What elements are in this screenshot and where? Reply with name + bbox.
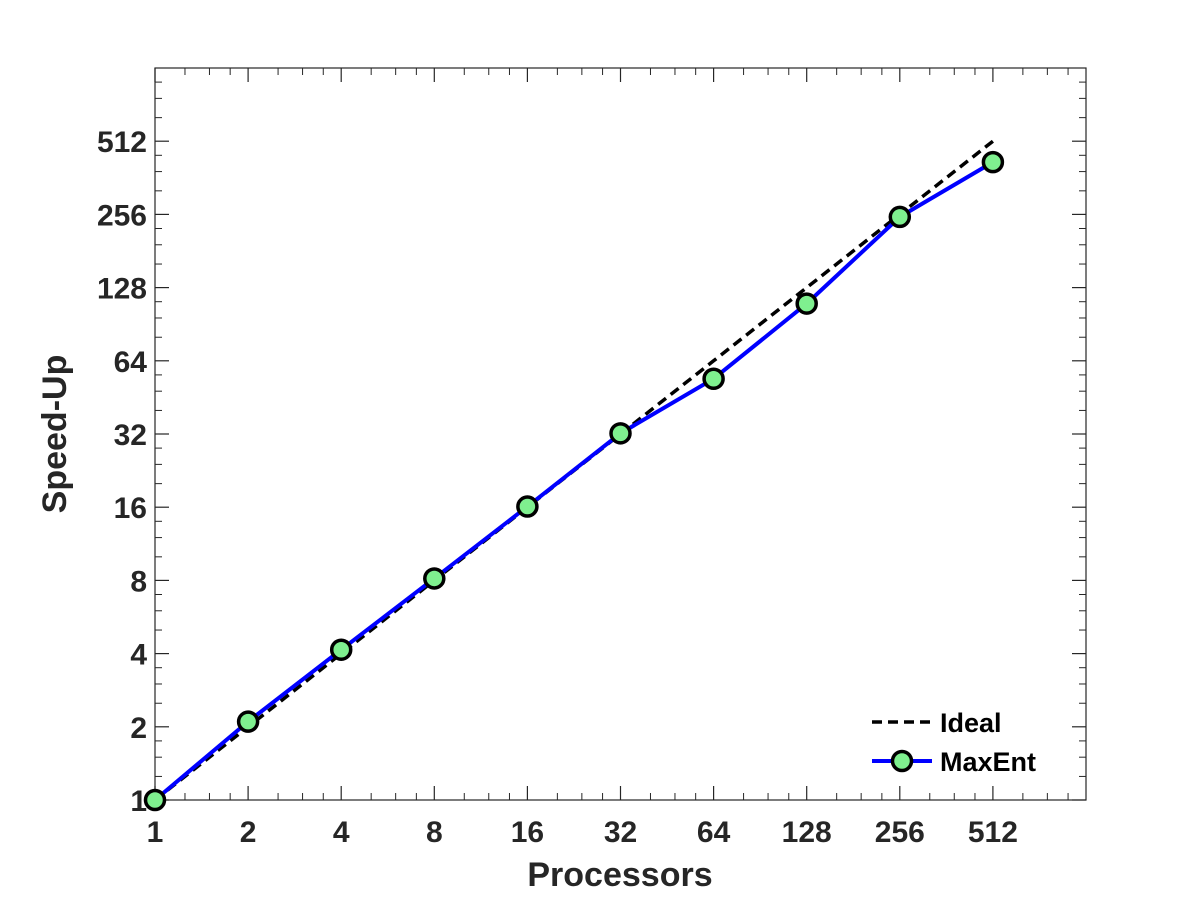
x-tick-labels: 1 2 4 8 16 32 64 128 256 512	[147, 816, 1018, 849]
maxent-data-point	[329, 638, 353, 661]
maxent-data-point	[981, 150, 1005, 174]
y-tick-label: 4	[130, 639, 147, 672]
x-tick-label: 2	[240, 816, 257, 849]
y-axis-label: Speed-Up	[36, 355, 74, 514]
y-tick-label: 1	[130, 785, 147, 818]
x-tick-label: 128	[782, 816, 832, 849]
x-tick-label: 256	[875, 816, 925, 849]
maxent-data-point	[702, 367, 725, 390]
y-tick-label: 16	[114, 492, 147, 525]
legend-ideal-label: Ideal	[940, 708, 1002, 738]
maxent-data-point	[516, 495, 539, 518]
x-tick-label: 512	[968, 816, 1018, 849]
y-tick-labels: 1 2 4 8 16 32 64 128 256 512	[97, 126, 147, 818]
x-tick-label: 64	[697, 816, 731, 849]
y-tick-label: 32	[114, 419, 147, 452]
minor-ticks	[155, 68, 1086, 800]
y-tick-label: 8	[130, 565, 147, 598]
x-tick-label: 1	[147, 816, 164, 849]
y-tick-label: 256	[97, 199, 147, 232]
major-ticks	[154, 68, 1086, 801]
maxent-series-line	[153, 160, 994, 802]
y-tick-label: 2	[130, 712, 147, 745]
y-tick-label: 128	[97, 273, 147, 306]
maxent-data-point	[423, 567, 446, 590]
y-tick-label: 64	[114, 346, 148, 379]
series-layer	[143, 139, 1005, 812]
legend: Ideal MaxEnt	[872, 708, 1036, 777]
y-tick-label: 512	[97, 126, 147, 159]
legend-maxent-label: MaxEnt	[940, 747, 1036, 777]
maxent-data-point	[143, 788, 167, 812]
maxent-data-point	[888, 205, 912, 229]
legend-maxent-marker	[890, 749, 914, 773]
maxent-data-point	[795, 292, 818, 315]
x-tick-label: 16	[511, 816, 544, 849]
maxent-data-point	[236, 710, 260, 733]
maxent-data-point	[609, 422, 632, 445]
x-tick-label: 8	[426, 816, 443, 849]
x-axis-label: Processors	[527, 856, 712, 894]
x-tick-label: 4	[333, 816, 350, 849]
x-tick-label: 32	[604, 816, 637, 849]
